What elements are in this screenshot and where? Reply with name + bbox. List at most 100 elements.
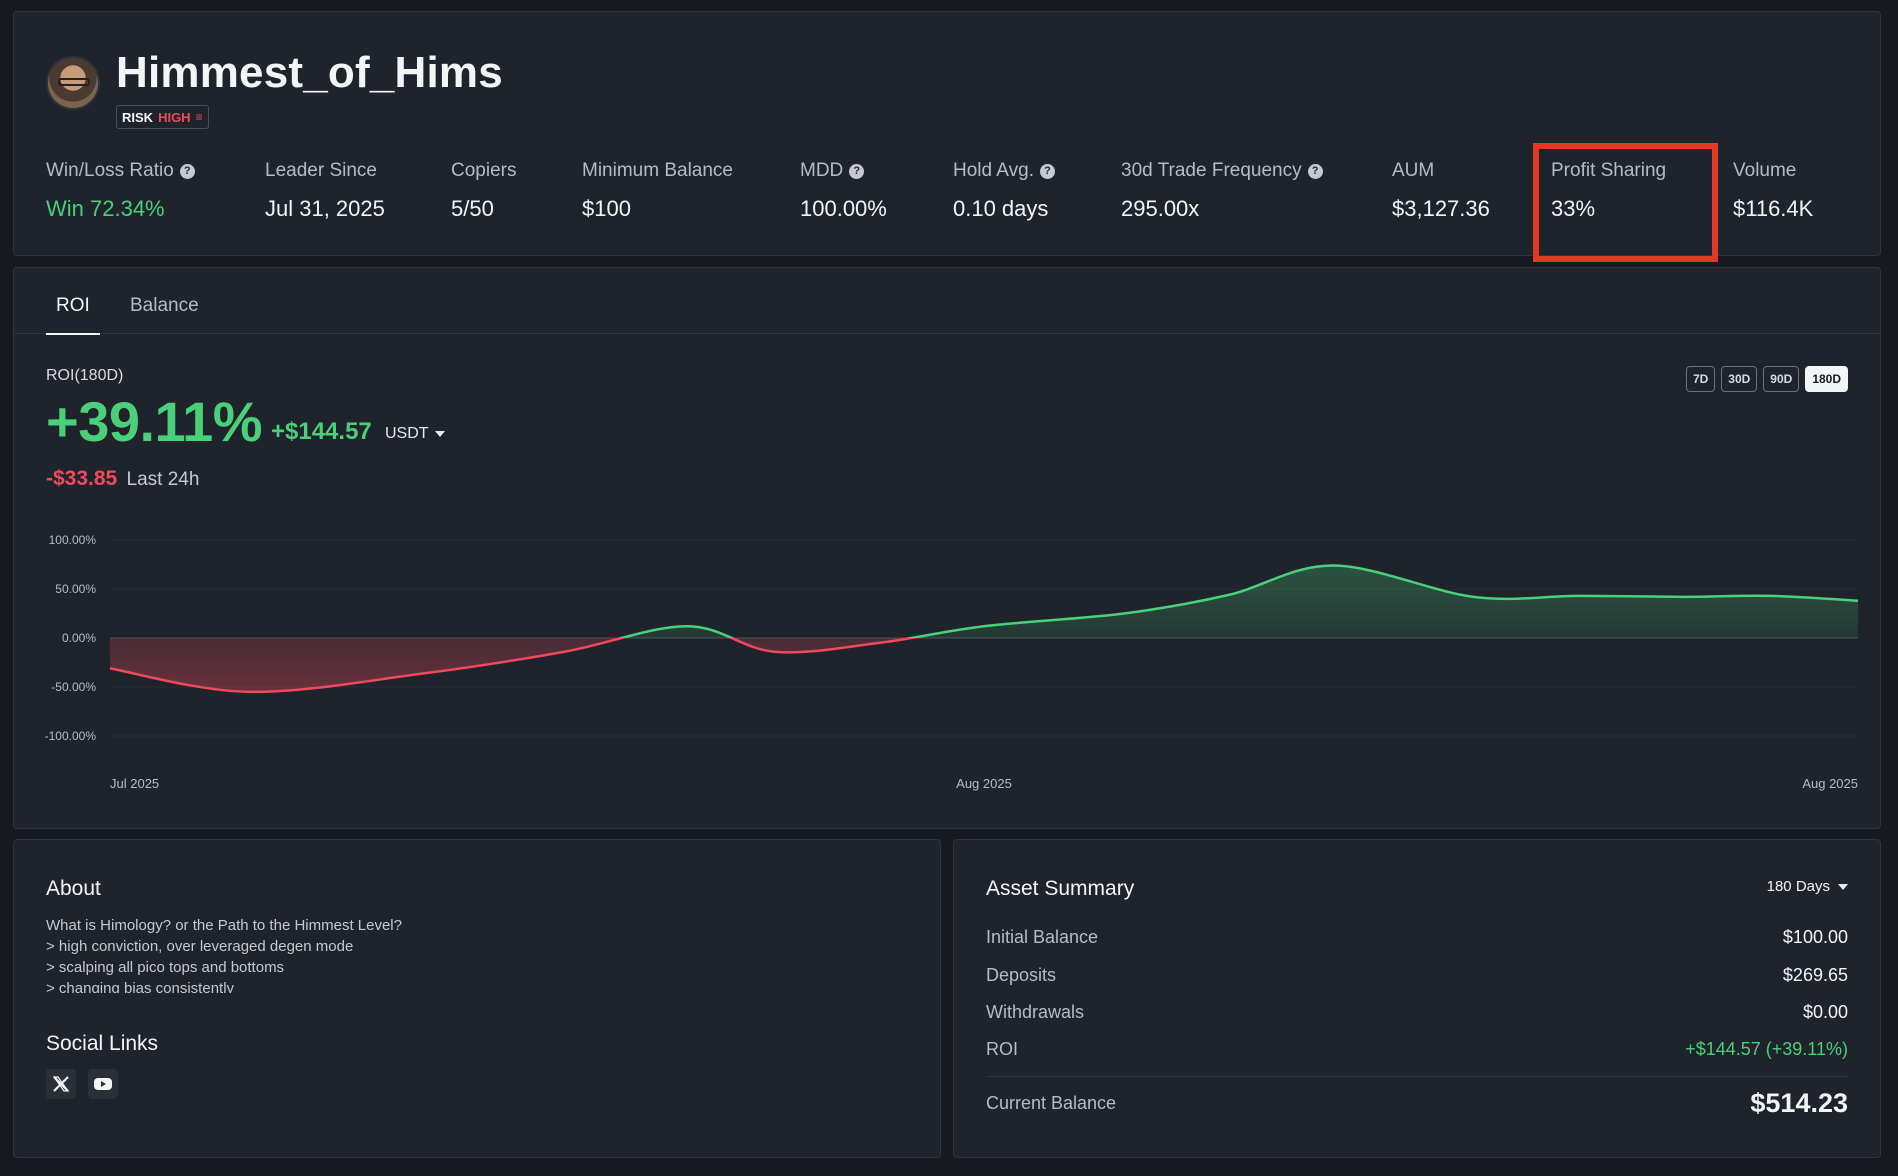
stat-label: Minimum Balance xyxy=(582,160,733,181)
range-180d-button[interactable]: 180D xyxy=(1805,366,1848,392)
stat-value: 295.00x xyxy=(1121,196,1200,221)
signal-bars-icon: ≡ xyxy=(195,110,203,124)
range-selector: 7D 30D 90D 180D xyxy=(1685,366,1848,392)
stat-win-loss-ratio: Win/Loss Ratio? Win 72.34% xyxy=(46,160,195,222)
asset-value: $100.00 xyxy=(1782,927,1848,947)
about-text: What is Himology? or the Path to the Him… xyxy=(46,915,646,993)
asset-label: Withdrawals xyxy=(986,1002,1085,1022)
stat-value: 33% xyxy=(1551,196,1596,221)
current-balance-value: $514.23 xyxy=(1750,1088,1848,1118)
about-line: What is Himology? or the Path to the Him… xyxy=(46,917,402,934)
social-links-title: Social Links xyxy=(46,1032,159,1055)
roi-percent: +39.11% xyxy=(46,390,263,453)
asset-row-withdrawals: Withdrawals $0.00 xyxy=(986,1002,1848,1023)
stat-label: AUM xyxy=(1392,160,1435,181)
y-tick-label: 100.00% xyxy=(49,533,97,547)
stat-value: Win 72.34% xyxy=(46,196,165,221)
about-line: > scalping all pico tops and bottoms xyxy=(46,959,285,976)
x-tick-label: Jul 2025 xyxy=(110,776,159,791)
stat-label: Win/Loss Ratio xyxy=(46,160,174,181)
roi-chart[interactable]: 100.00% 50.00% 0.00% -50.00% -100.00% Jul 202… xyxy=(14,518,1880,818)
stat-value: 100.00% xyxy=(800,196,887,221)
stat-volume: Volume $116.4K xyxy=(1733,160,1813,222)
stat-label: Volume xyxy=(1733,160,1797,181)
help-icon[interactable]: ? xyxy=(1307,163,1323,179)
roi-line-negative xyxy=(109,638,919,694)
stat-aum: AUM $3,127.36 xyxy=(1392,160,1490,222)
stat-value: $3,127.36 xyxy=(1392,196,1490,221)
currency-label: USDT xyxy=(385,425,429,442)
stat-label: Copiers xyxy=(451,160,517,181)
asset-row-roi: ROI +$144.57 (+39.11%) xyxy=(986,1039,1848,1060)
asset-summary-panel: Asset Summary 180 Days Initial Balance $… xyxy=(953,839,1881,1158)
stat-label: Hold Avg. xyxy=(953,160,1034,181)
stat-value: $100 xyxy=(582,196,631,221)
about-line: > high conviction, over leveraged degen … xyxy=(46,938,354,955)
stat-minimum-balance: Minimum Balance $100 xyxy=(582,160,733,222)
current-balance-label: Current Balance xyxy=(986,1093,1117,1113)
help-icon[interactable]: ? xyxy=(179,163,195,179)
asset-value: $0.00 xyxy=(1802,1002,1848,1022)
stat-label: MDD xyxy=(800,160,844,181)
period-label: 180 Days xyxy=(1766,878,1830,895)
risk-level: HIGH xyxy=(158,109,191,125)
stat-label: Leader Since xyxy=(265,160,377,181)
help-icon[interactable]: ? xyxy=(849,163,865,179)
social-links xyxy=(46,1069,118,1099)
tab-balance[interactable]: Balance xyxy=(130,295,199,316)
tab-roi[interactable]: ROI xyxy=(46,295,100,335)
asset-row-current-balance: Current Balance $514.23 xyxy=(986,1088,1848,1119)
roi-area-positive xyxy=(110,565,1858,638)
stat-label: 30d Trade Frequency xyxy=(1121,160,1302,181)
asset-label: Deposits xyxy=(986,965,1057,985)
stat-label: Profit Sharing xyxy=(1551,160,1667,181)
roi-chart-panel: ROI Balance ROI(180D) +39.11% +$144.57 U… xyxy=(13,267,1881,829)
divider xyxy=(986,1076,1848,1077)
stat-hold-avg: Hold Avg.? 0.10 days xyxy=(953,160,1055,222)
asset-value: $269.65 xyxy=(1782,965,1848,985)
asset-summary-title: Asset Summary xyxy=(986,877,1135,900)
stat-leader-since: Leader Since Jul 31, 2025 xyxy=(265,160,385,222)
roi-area-negative xyxy=(110,638,1858,692)
currency-select[interactable]: USDT xyxy=(385,425,445,443)
youtube-icon[interactable] xyxy=(88,1069,118,1099)
about-line: > changing bias consistently xyxy=(46,980,235,993)
about-title: About xyxy=(46,877,101,900)
chevron-down-icon xyxy=(1838,883,1848,890)
roi-line-positive xyxy=(616,564,1859,638)
x-twitter-icon[interactable] xyxy=(46,1069,76,1099)
asset-row-initial-balance: Initial Balance $100.00 xyxy=(986,927,1848,948)
trader-avatar xyxy=(46,56,100,110)
range-90d-button[interactable]: 90D xyxy=(1763,366,1800,392)
trader-header-panel: Himmest_of_Hims RISK HIGH ≡ Win/Loss Rat… xyxy=(13,11,1881,262)
asset-label: Initial Balance xyxy=(986,927,1099,947)
risk-badge: RISK HIGH ≡ xyxy=(116,105,209,129)
y-tick-label: 0.00% xyxy=(62,631,96,645)
stat-trade-frequency: 30d Trade Frequency? 295.00x xyxy=(1121,160,1323,222)
roi-24h-change: -$33.85 Last 24h xyxy=(46,467,199,491)
about-panel: About What is Himology? or the Path to t… xyxy=(13,839,941,1158)
x-tick-label: Aug 2025 xyxy=(956,776,1012,791)
asset-label: ROI xyxy=(986,1039,1019,1059)
stat-value: Jul 31, 2025 xyxy=(265,196,385,221)
stat-value: 5/50 xyxy=(451,196,494,221)
stat-mdd: MDD? 100.00% xyxy=(800,160,887,222)
chart-tabs: ROI Balance xyxy=(14,268,1880,335)
period-select[interactable]: 180 Days xyxy=(1767,878,1848,895)
roi-period-title: ROI(180D) xyxy=(46,367,124,384)
range-30d-button[interactable]: 30D xyxy=(1721,366,1758,392)
stat-profit-sharing: Profit Sharing 33% xyxy=(1551,160,1666,222)
asset-value: +$144.57 (+39.11%) xyxy=(1685,1039,1848,1059)
y-tick-label: -100.00% xyxy=(45,729,97,743)
stat-value: 0.10 days xyxy=(953,196,1049,221)
x-tick-label: Aug 2025 xyxy=(1802,776,1858,791)
help-icon[interactable]: ? xyxy=(1039,163,1055,179)
stat-value: $116.4K xyxy=(1733,196,1814,221)
range-7d-button[interactable]: 7D xyxy=(1685,366,1716,392)
risk-label: RISK xyxy=(122,109,154,125)
change-24h-label: Last 24h xyxy=(126,469,200,490)
asset-row-deposits: Deposits $269.65 xyxy=(986,965,1848,986)
roi-absolute: +$144.57 xyxy=(271,418,372,445)
y-tick-label: -50.00% xyxy=(51,680,96,694)
trader-name: Himmest_of_Hims xyxy=(116,48,503,97)
